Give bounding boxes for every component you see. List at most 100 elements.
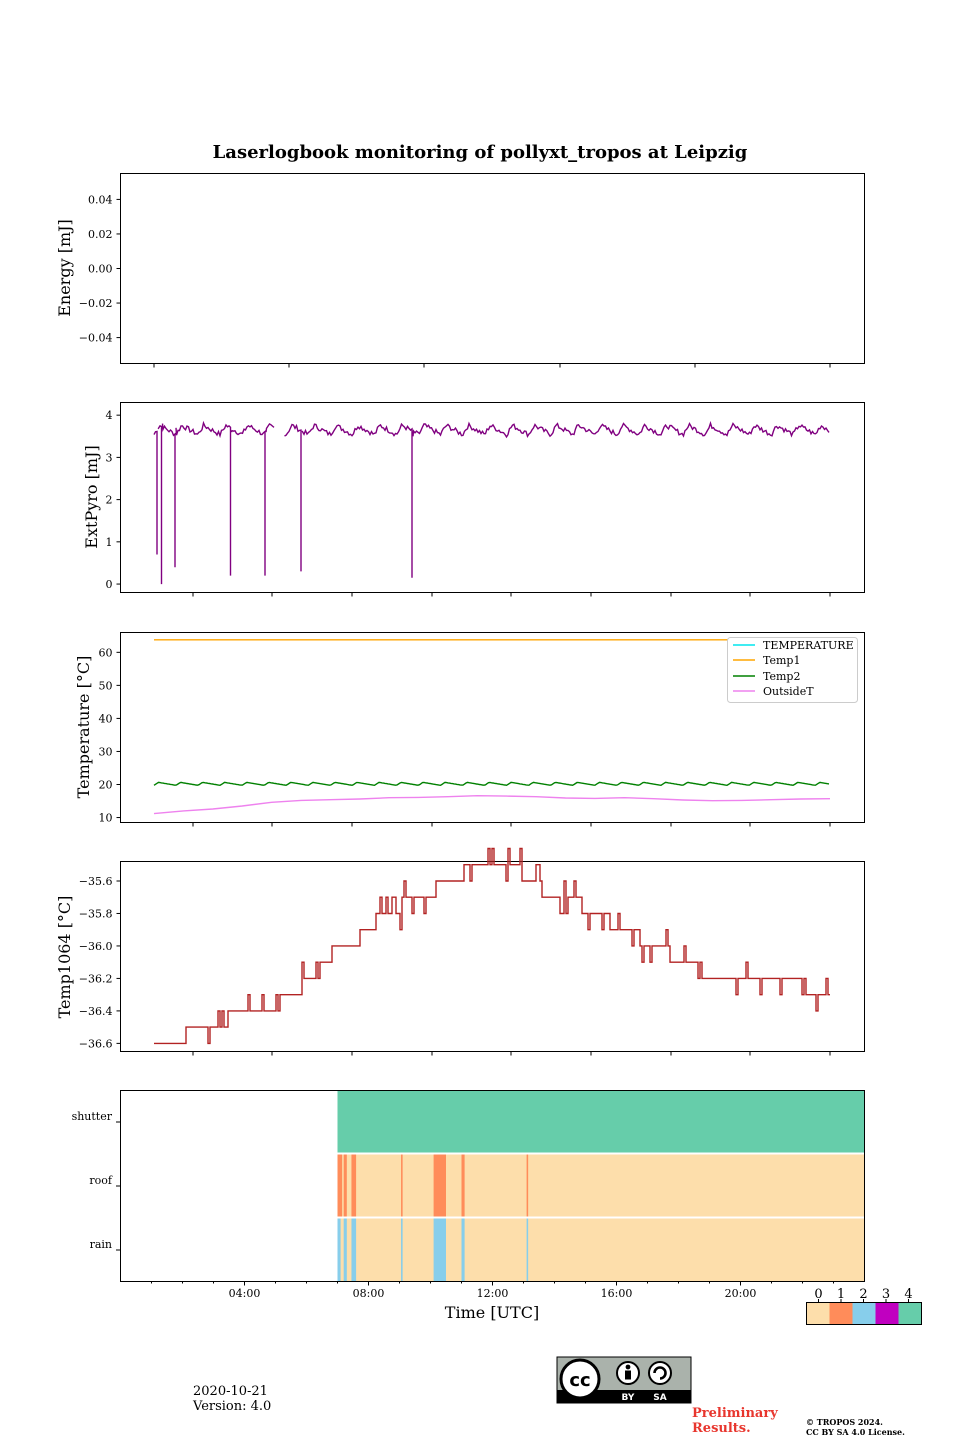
temp1064-panel: −35.6 −35.8 −36.0 −36.2 −36.4 −36.6 Temp1064 … <box>55 847 865 1056</box>
rain-event-cell <box>343 1218 347 1282</box>
colorbar-tick-label: 2 <box>859 1287 867 1302</box>
y-tick-label: 0.00 <box>88 263 113 276</box>
temp1064-axes-frame <box>120 861 865 1052</box>
cc-icon-text: cc <box>569 1370 590 1391</box>
extpyro-axes-frame <box>120 402 865 593</box>
temperature-x-ticks <box>192 822 831 827</box>
colorbar-cell <box>852 1302 876 1325</box>
temperature-y-ticks: 10 20 30 40 50 60 <box>99 646 121 825</box>
by-icon-body <box>625 1370 631 1380</box>
energy-axes-frame <box>120 173 865 364</box>
colorbar-tick-label: 0 <box>814 1287 822 1302</box>
x-tick-label: 20:00 <box>725 1287 757 1300</box>
y-tick-label: 4 <box>106 409 113 422</box>
temperature-ylabel: Temperature [°C] <box>74 656 93 799</box>
row-label-rain: rain <box>90 1238 112 1251</box>
footer-date-version: 2020-10-21 Version: 4.0 <box>193 1384 271 1414</box>
roof-event-cell <box>526 1154 529 1217</box>
temp1064-ylabel: Temp1064 [°C] <box>55 896 74 1019</box>
x-tick-label: 12:00 <box>477 1287 509 1300</box>
footer-version: Version: 4.0 <box>193 1399 272 1414</box>
y-tick-label: −36.2 <box>79 972 113 985</box>
y-tick-label: 60 <box>99 646 113 659</box>
y-tick-label: 3 <box>106 451 113 464</box>
x-tick-label: 04:00 <box>229 1287 261 1300</box>
y-tick-label: 1 <box>106 536 113 549</box>
extpyro-panel: 0 1 2 3 4 ExtPyro [mJ] <box>82 402 865 597</box>
y-tick-label: 50 <box>99 679 113 692</box>
y-tick-label: −0.02 <box>79 297 113 310</box>
temp1064-series-line <box>154 847 830 1045</box>
temperature-legend: TEMPERATURE Temp1 Temp2 OutsideT <box>727 637 858 703</box>
colorbar-tick-label: 1 <box>837 1287 845 1302</box>
rain-event-cell <box>461 1218 465 1282</box>
preliminary-note: Preliminary Results. <box>692 1406 778 1436</box>
y-tick-label: 0 <box>106 578 113 591</box>
sa-icon <box>648 1361 672 1385</box>
y-tick-label: 30 <box>99 745 113 758</box>
temperature-panel: 10 20 30 40 50 60 TEMPERATURE Temp1 Temp2 Out… <box>74 632 865 827</box>
rain-event-cell <box>337 1218 341 1282</box>
by-label: BY <box>622 1393 635 1403</box>
colorbar-tick-label: 3 <box>882 1287 890 1302</box>
status-x-ticks: 04:00 08:00 12:00 16:00 20:00 <box>151 1281 834 1300</box>
y-tick-label: −36.6 <box>79 1037 113 1050</box>
y-tick-label: 0.02 <box>88 228 113 241</box>
colorbar-cells <box>806 1302 922 1325</box>
y-tick-label: −35.6 <box>79 875 113 888</box>
outsidet-series-line <box>153 794 831 815</box>
copyright-note: © TROPOS 2024. CC BY SA 4.0 License. <box>806 1417 905 1437</box>
rain-event-cell <box>433 1218 446 1282</box>
legend-label-temp2: Temp2 <box>763 670 800 683</box>
energy-ylabel: Energy [mJ] <box>55 219 74 317</box>
extpyro-ylabel: ExtPyro [mJ] <box>82 445 101 548</box>
colorbar-cell <box>898 1302 922 1325</box>
extpyro-series-line <box>153 420 830 585</box>
roof-event-cell <box>433 1154 446 1217</box>
colorbar-cell <box>829 1302 853 1325</box>
temp1064-x-ticks <box>192 1051 831 1056</box>
temp1064-y-ticks: −35.6 −35.8 −36.0 −36.2 −36.4 −36.6 <box>79 875 121 1050</box>
rain-event-cell <box>351 1218 357 1282</box>
energy-x-ticks <box>153 363 831 368</box>
y-tick-label: −0.04 <box>79 332 113 345</box>
status-heatmap <box>337 1090 865 1282</box>
temperature-axes-frame <box>120 632 865 823</box>
status-xlabel: Time [UTC] <box>445 1303 539 1322</box>
y-tick-label: −35.8 <box>79 907 113 920</box>
y-tick-label: 10 <box>99 812 113 825</box>
legend-label-temperature: TEMPERATURE <box>763 639 854 652</box>
row-label-shutter: shutter <box>72 1110 113 1123</box>
x-tick-label: 16:00 <box>601 1287 633 1300</box>
legend-box <box>727 637 858 703</box>
preliminary-line1: Preliminary <box>692 1406 778 1421</box>
rain-cell <box>337 1218 865 1282</box>
y-tick-label: 40 <box>99 712 113 725</box>
colorbar-tick-label: 4 <box>904 1287 912 1302</box>
energy-y-ticks: 0.04 0.02 0.00 −0.02 −0.04 <box>79 193 121 345</box>
roof-event-cell <box>343 1154 347 1217</box>
y-tick-label: 2 <box>106 494 113 507</box>
energy-panel: 0.04 0.02 0.00 −0.02 −0.04 Energy [mJ] <box>55 173 865 368</box>
roof-event-cell <box>337 1154 343 1217</box>
copyright-line1: © TROPOS 2024. <box>806 1417 883 1427</box>
status-row-labels: shutter roof rain <box>72 1110 120 1251</box>
y-tick-label: 20 <box>99 779 113 792</box>
extpyro-x-ticks <box>192 592 831 597</box>
chart-title: Laserlogbook monitoring of pollyxt_tropo… <box>213 142 748 163</box>
colorbar-cell <box>875 1302 899 1325</box>
y-tick-label: 0.04 <box>88 193 113 206</box>
y-tick-label: −36.0 <box>79 940 113 953</box>
x-tick-label: 08:00 <box>353 1287 385 1300</box>
by-icon-head <box>625 1364 631 1370</box>
status-panel: shutter roof rain 04:00 08:00 12:00 16:00 20… <box>72 1090 865 1322</box>
colorbar-cell <box>806 1302 830 1325</box>
row-label-roof: roof <box>89 1174 113 1187</box>
sa-label: SA <box>653 1393 666 1403</box>
roof-cell <box>337 1154 865 1217</box>
rain-event-cell <box>401 1218 403 1282</box>
temp2-series-line <box>153 781 830 787</box>
roof-event-cell <box>401 1154 403 1217</box>
